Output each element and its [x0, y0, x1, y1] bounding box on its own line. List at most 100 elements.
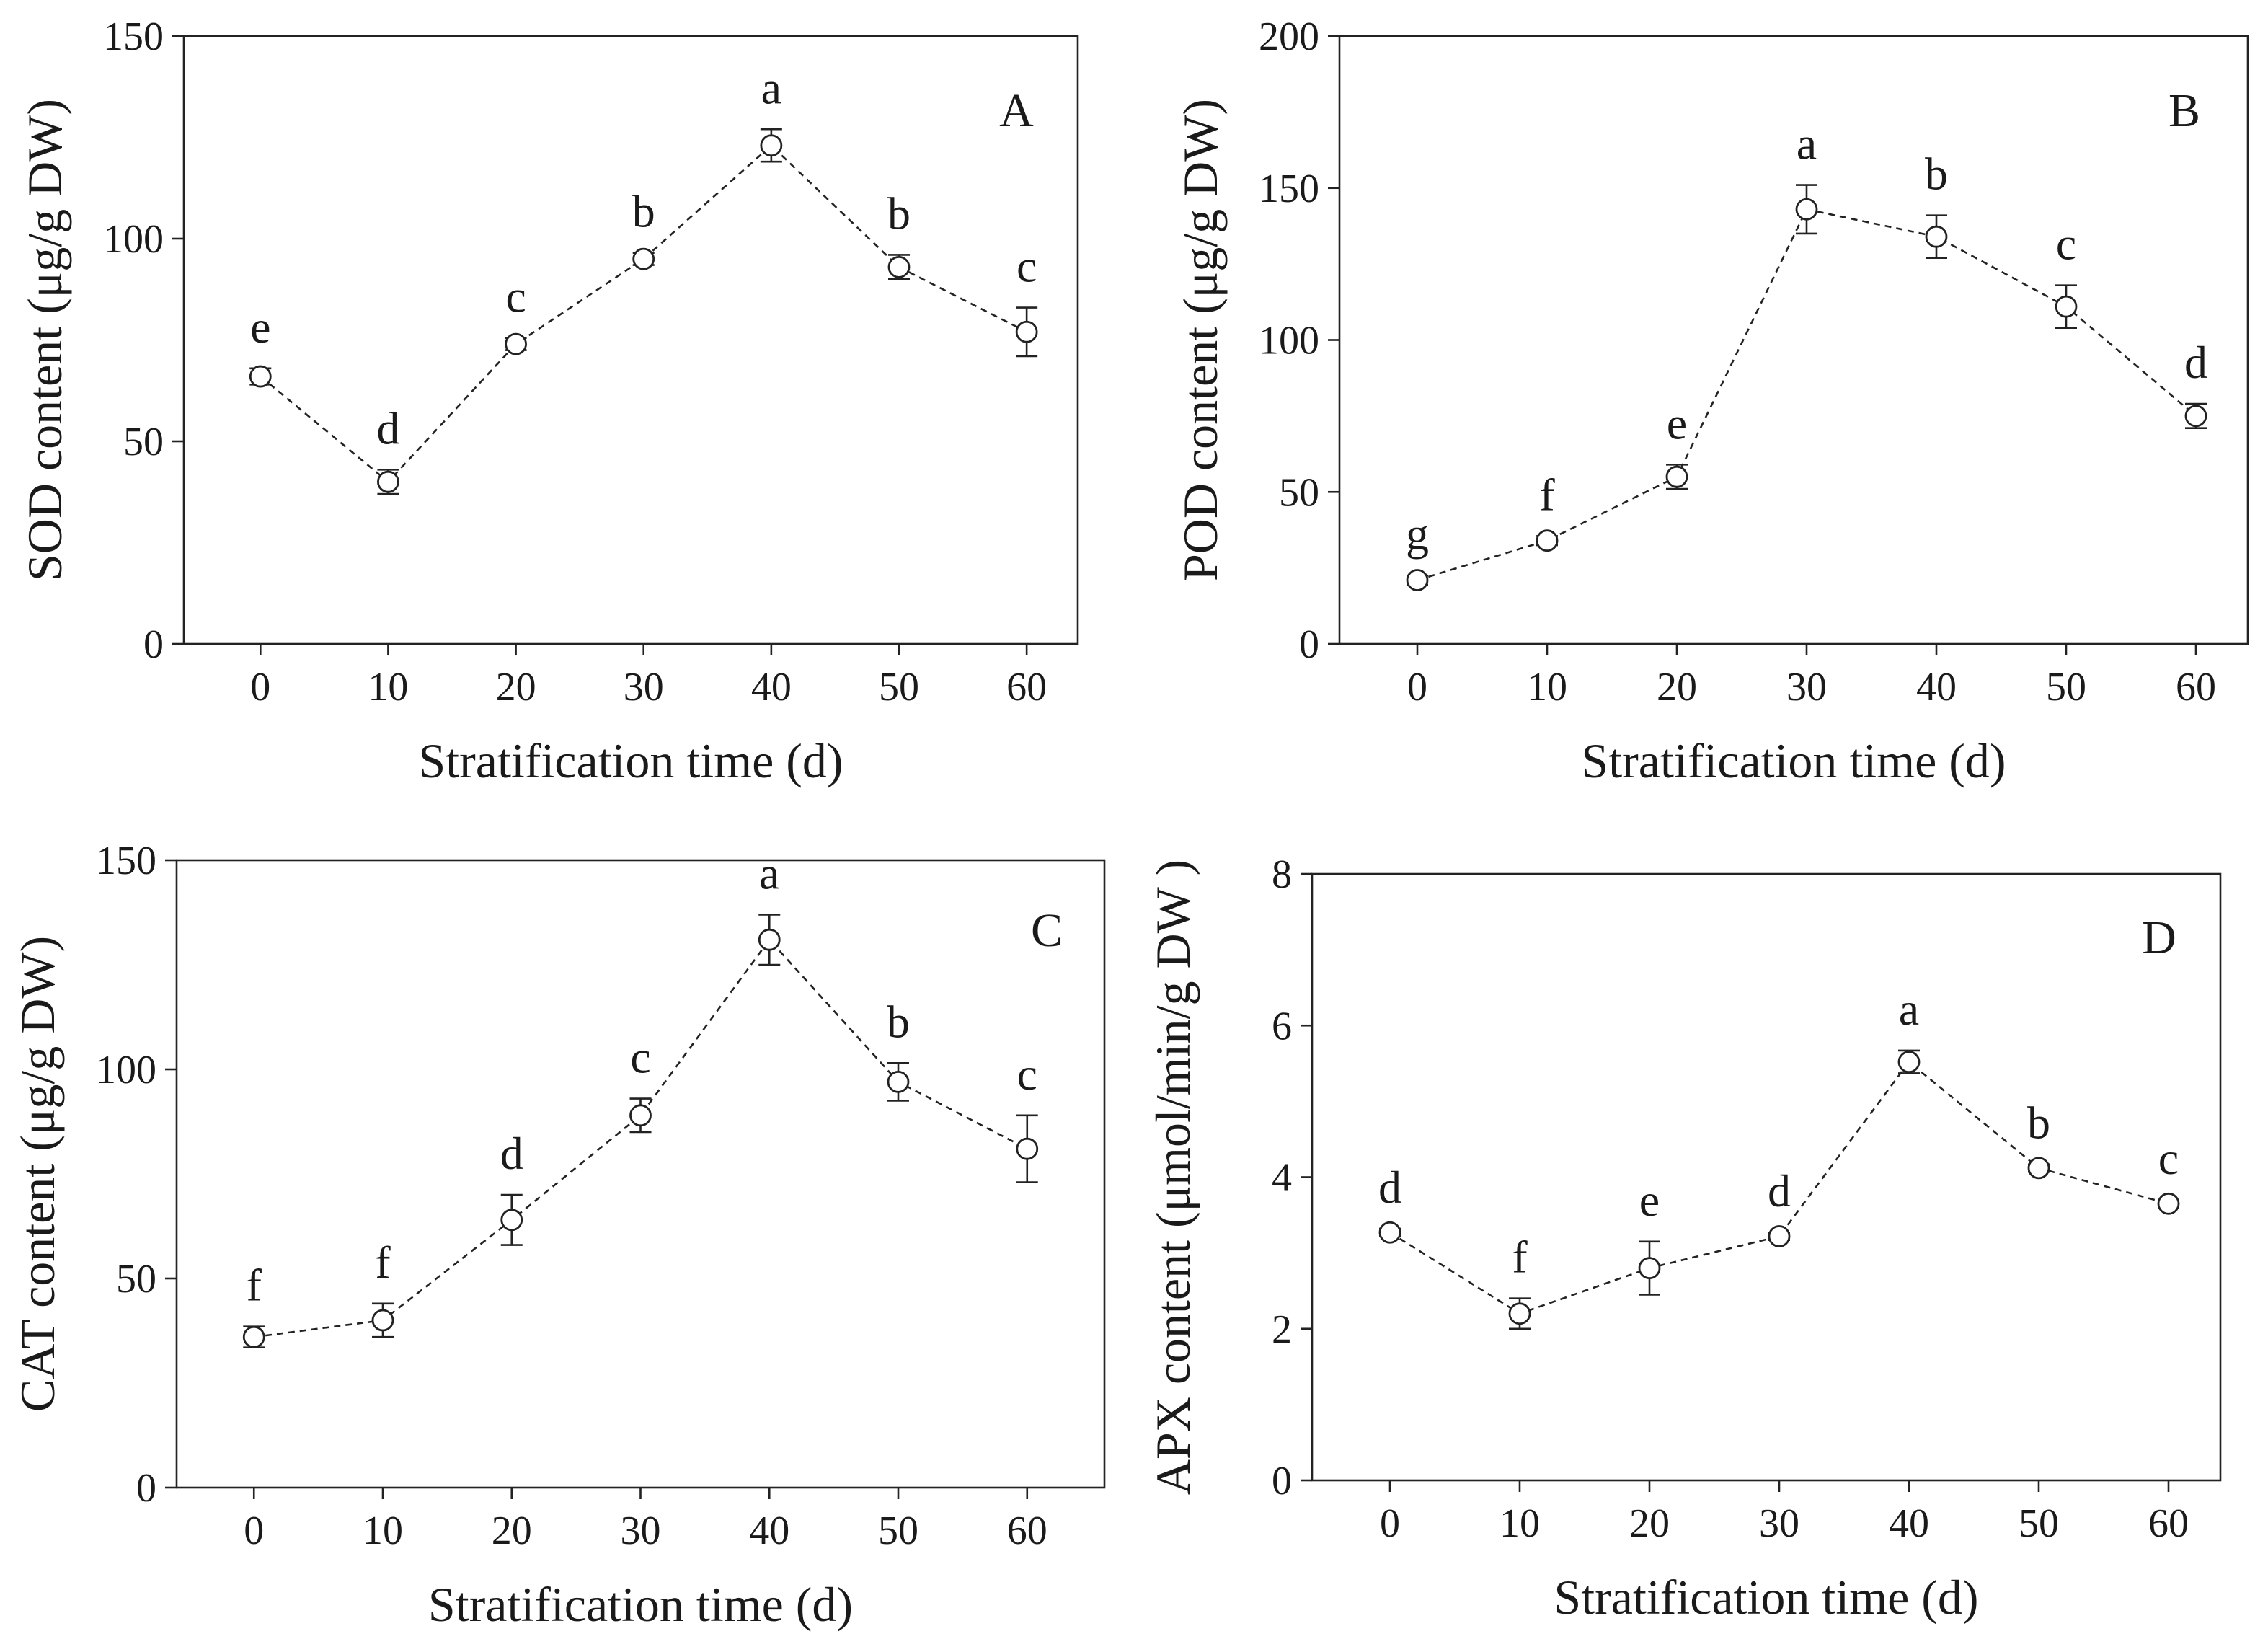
panel-d-data-point	[1638, 1257, 1661, 1280]
panel-b-x-tick-label: 30	[1786, 665, 1827, 710]
panel-c-data-point	[1016, 1137, 1039, 1160]
panel-d-data-point	[1897, 1051, 1921, 1074]
panel-a-data-point	[505, 332, 527, 355]
panel-c-data-point	[371, 1309, 394, 1332]
panel-c-significance-letter: f	[247, 1260, 262, 1311]
panel-a-x-tick-label: 10	[368, 665, 408, 710]
panel-d-significance-letter: e	[1639, 1175, 1660, 1226]
panel-d-significance-letter: a	[1899, 984, 1919, 1035]
panel-c-series-line	[254, 938, 1028, 1338]
panel-b-significance-letter: b	[1925, 149, 1948, 200]
panel-b-significance-letter: e	[1667, 397, 1687, 449]
panel-c-data-point	[629, 1104, 652, 1127]
panel-b-y-tick-label: 100	[1259, 319, 1319, 363]
panel-c-y-tick-label: 50	[116, 1257, 156, 1302]
panel-b-significance-letter: a	[1797, 118, 1817, 169]
panel-c-x-tick-label: 10	[363, 1508, 403, 1553]
panel-d-x-axis-title: Stratification time (d)	[1554, 1570, 1978, 1625]
panel-c: 0 50 100 150 0 10 20 30 40 50 60 Stratification tim…	[10, 839, 1106, 1632]
panel-a-data-point	[1015, 320, 1038, 343]
panel-a-x-tick-label: 60	[1006, 665, 1047, 710]
panel-d-significance-letter: d	[1768, 1165, 1791, 1216]
panel-a: 0 50 100 150 0 10 20 30 40 50 60 Stratification tim…	[17, 14, 1079, 788]
panel-a-x-tick-label: 30	[624, 665, 664, 710]
panel-d-x-tick-label: 60	[2148, 1501, 2189, 1546]
panel-d-y-tick-label: 4	[1272, 1156, 1292, 1201]
panel-b-data-point	[1795, 198, 1818, 221]
panel-c-plot-frame	[175, 859, 1106, 1489]
panel-d-x-tick-label: 0	[1380, 1501, 1400, 1546]
panel-c-x-tick-label: 50	[878, 1508, 918, 1553]
panel-c-y-tick-label: 150	[96, 839, 156, 883]
panel-a-x-tick-label: 0	[250, 665, 270, 710]
panel-a-y-tick-label: 150	[103, 14, 164, 59]
panel-d-data-point	[1768, 1225, 1791, 1247]
panel-c-y-tick-label: 0	[136, 1466, 156, 1511]
panel-c-x-tick-label: 40	[749, 1508, 789, 1553]
panel-d-significance-letter: f	[1512, 1232, 1528, 1283]
panel-a-data-point	[887, 255, 911, 278]
panel-a-data-point	[632, 247, 655, 270]
panel-d: 0 2 4 6 8 0 10 20 30 40 50 60 Stratification time (d…	[1146, 852, 2222, 1625]
panel-b-significance-letter: f	[1539, 469, 1555, 520]
panel-d-y-tick-label: 8	[1272, 852, 1292, 897]
panel-b-x-tick-label: 60	[2176, 665, 2216, 710]
panel-d-data-point	[2157, 1192, 2180, 1215]
panel-b-x-tick-label: 0	[1407, 665, 1427, 710]
panel-d-y-tick-label: 2	[1272, 1307, 1292, 1352]
panel-b-data-point	[1406, 569, 1429, 591]
panel-a-x-tick-label: 50	[879, 665, 919, 710]
panel-b-significance-letter: c	[2056, 218, 2076, 270]
panel-d-x-tick-label: 30	[1759, 1501, 1799, 1546]
panel-d-data-point	[1378, 1221, 1401, 1244]
panel-a-significance-letter: c	[505, 271, 526, 322]
panel-b-data-point	[2055, 295, 2078, 318]
panel-d-plot-frame	[1311, 872, 2222, 1482]
panel-c-significance-letter: a	[759, 847, 779, 898]
panel-b-y-tick-label: 150	[1259, 167, 1319, 211]
panel-a-significance-letter: e	[250, 301, 270, 353]
panel-b-series-line	[1417, 208, 2197, 581]
panel-c-significance-letter: c	[1017, 1048, 1037, 1100]
panel-a-data-point	[377, 470, 399, 493]
panel-a-significance-letter: b	[632, 186, 655, 237]
panel-a-significance-letter: b	[887, 187, 911, 239]
panel-a-significance-letter: d	[376, 402, 399, 454]
panel-d-data-point	[2027, 1157, 2050, 1180]
panel-b-y-axis-title: POD content (μg/g DW)	[1173, 99, 1228, 581]
panel-d-x-tick-label: 40	[1889, 1501, 1929, 1546]
panel-d-significance-letter: c	[2158, 1133, 2179, 1184]
panel-b-data-point	[1665, 465, 1688, 488]
panel-d-y-axis-title: APX content (μmol/min/g DW )	[1146, 860, 1200, 1495]
panel-c-data-point	[887, 1071, 910, 1093]
panel-c-x-tick-label: 30	[621, 1508, 661, 1553]
panel-c-x-tick-label: 20	[492, 1508, 532, 1553]
panel-c-x-tick-label: 0	[244, 1508, 264, 1553]
panel-a-data-point	[760, 134, 783, 157]
panel-a-x-axis-title: Stratification time (d)	[418, 733, 843, 788]
panel-b-y-tick-label: 50	[1279, 470, 1319, 515]
panel-d-x-tick-label: 50	[2019, 1501, 2059, 1546]
panel-b-x-tick-label: 10	[1527, 665, 1567, 710]
panel-b-y-tick-label: 0	[1299, 622, 1319, 667]
panel-a-y-axis-title: SOD content (μg/g DW)	[17, 99, 72, 581]
panel-a-data-point	[249, 365, 272, 388]
panel-c-y-tick-label: 100	[96, 1048, 156, 1092]
panel-c-significance-letter: b	[887, 996, 910, 1047]
panel-a-plot-frame	[182, 35, 1079, 645]
panel-d-significance-letter: b	[2027, 1097, 2050, 1149]
panel-b-data-point	[1536, 529, 1559, 552]
panel-a-x-tick-label: 40	[751, 665, 792, 710]
panel-b-plot-frame	[1338, 35, 2249, 645]
panel-a-significance-letter: c	[1016, 241, 1037, 292]
panel-a-panel-tag: A	[999, 84, 1034, 137]
panel-b-x-tick-label: 20	[1657, 665, 1697, 710]
panel-a-y-tick-label: 100	[103, 217, 164, 262]
panel-d-data-point	[1508, 1302, 1531, 1325]
panel-b-y-tick-label: 200	[1259, 14, 1319, 59]
panel-d-y-tick-label: 6	[1272, 1004, 1292, 1048]
panel-a-y-tick-label: 50	[123, 420, 164, 464]
panel-b-significance-letter: d	[2184, 337, 2207, 388]
panel-c-data-point	[242, 1325, 265, 1348]
